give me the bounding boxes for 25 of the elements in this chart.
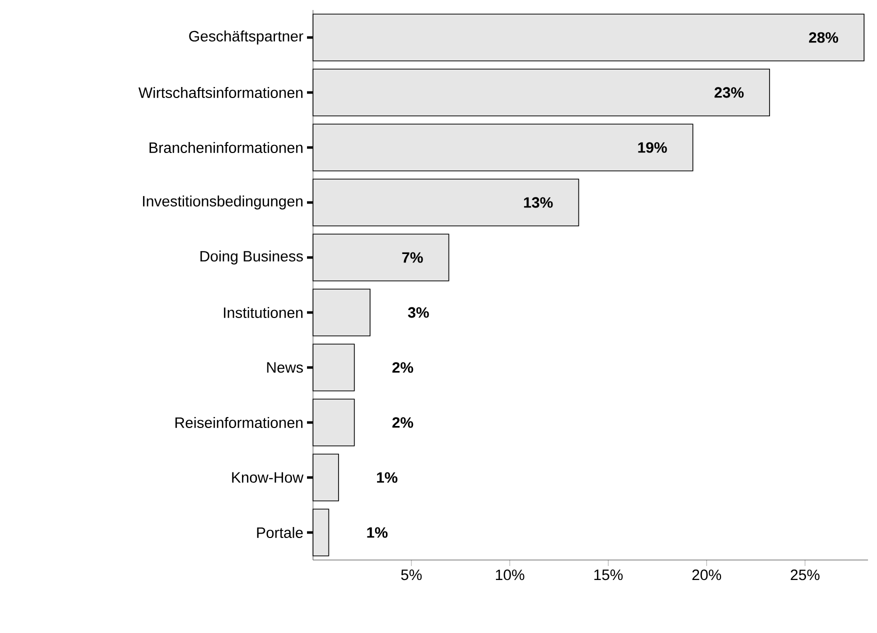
- data-label: 2%: [392, 362, 414, 373]
- y-tick-label: Brancheninformationen: [150, 142, 302, 154]
- data-label: 19%: [638, 142, 667, 153]
- y-tick-label: News: [267, 362, 303, 373]
- data-label: 3%: [408, 307, 429, 318]
- x-tick-label: 15%: [594, 570, 623, 580]
- y-tick-label: Institutionen: [224, 306, 302, 318]
- x-tick-label: 25%: [790, 570, 820, 580]
- y-tick-label: Geschäftspartner: [189, 30, 304, 44]
- data-label: 7%: [402, 252, 423, 263]
- data-label: 1%: [377, 472, 398, 483]
- data-label: 1%: [367, 527, 388, 538]
- y-tick-label: Investitionsbedingungen: [143, 196, 302, 210]
- data-label: 2%: [392, 417, 414, 428]
- x-tick-label: 10%: [496, 570, 524, 580]
- y-tick-label: Know-How: [232, 472, 304, 483]
- y-tick-label: Reiseinformationen: [175, 417, 302, 428]
- x-tick-label: 20%: [692, 570, 722, 580]
- y-tick-label: Wirtschaftsinformationen: [138, 86, 302, 98]
- data-label: 23%: [714, 87, 744, 98]
- data-label: 28%: [809, 32, 838, 43]
- y-tick-label: Doing Business: [200, 250, 303, 264]
- y-tick-label: Portale: [257, 527, 303, 538]
- x-tick-label: 5%: [401, 570, 422, 580]
- data-label: 13%: [524, 197, 553, 208]
